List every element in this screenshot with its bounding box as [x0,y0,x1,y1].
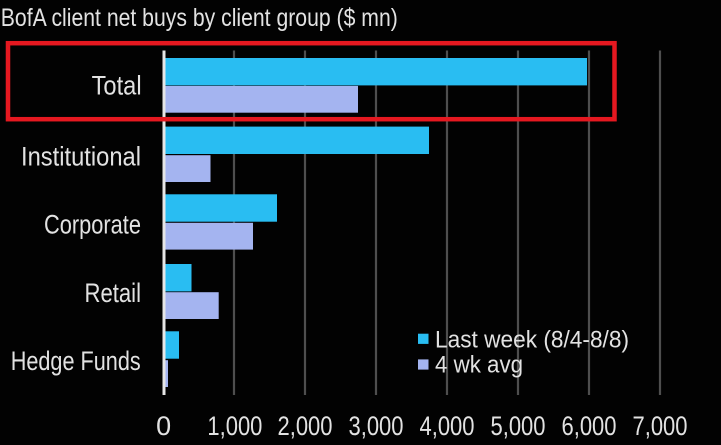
svg-text:Total: Total [92,71,142,101]
svg-text:1,000: 1,000 [207,411,262,441]
svg-text:6,000: 6,000 [562,411,617,441]
svg-text:0: 0 [156,411,171,441]
svg-text:Hedge Funds: Hedge Funds [11,346,141,376]
svg-text:BofA client net buys by client: BofA client net buys by client group ($ … [1,4,398,32]
svg-text:3,000: 3,000 [349,411,404,441]
svg-text:Last week (8/4-8/8): Last week (8/4-8/8) [435,327,629,354]
svg-text:2,000: 2,000 [278,411,333,441]
svg-text:7,000: 7,000 [633,411,688,441]
svg-text:4,000: 4,000 [420,411,475,441]
svg-text:Retail: Retail [85,278,142,308]
svg-text:4 wk avg: 4 wk avg [435,352,523,379]
svg-text:Institutional: Institutional [21,141,141,171]
svg-text:Corporate: Corporate [44,209,141,239]
svg-text:5,000: 5,000 [491,411,546,441]
